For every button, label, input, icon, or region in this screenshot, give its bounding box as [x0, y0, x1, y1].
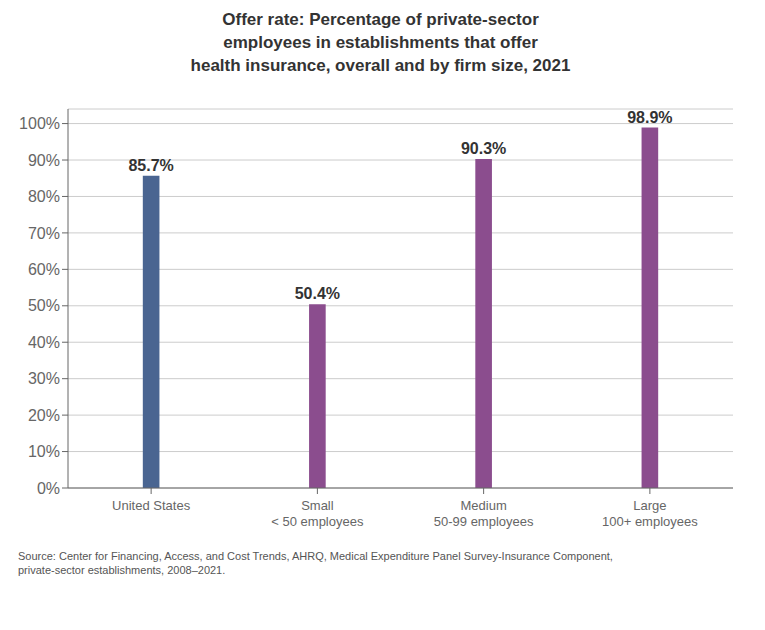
svg-text:60%: 60%	[28, 261, 60, 278]
svg-text:80%: 80%	[28, 188, 60, 205]
svg-text:50%: 50%	[28, 297, 60, 314]
svg-text:90%: 90%	[28, 152, 60, 169]
svg-text:0%: 0%	[37, 480, 60, 497]
svg-text:40%: 40%	[28, 334, 60, 351]
html-text:Source: Center for Financing,: Source: Center for Financing, Access, an…	[18, 550, 613, 576]
svg-text:98.9%: 98.9%	[627, 109, 672, 126]
svg-text:90.3%: 90.3%	[461, 140, 506, 157]
svg-text:Small< 50 employees: Small< 50 employees	[271, 498, 364, 529]
svg-text:United States: United States	[112, 498, 191, 513]
svg-text:Large100+ employees: Large100+ employees	[602, 498, 698, 529]
svg-text:Medium50-99 employees: Medium50-99 employees	[434, 498, 534, 529]
svg-text:50.4%: 50.4%	[295, 285, 340, 302]
svg-text:20%: 20%	[28, 407, 60, 424]
svg-text:10%: 10%	[28, 443, 60, 460]
svg-text:100%: 100%	[19, 115, 60, 132]
svg-text:85.7%: 85.7%	[128, 157, 173, 174]
svg-text:70%: 70%	[28, 225, 60, 242]
html-text:Offer rate: Percentage of priv: Offer rate: Percentage of private-sector…	[190, 10, 571, 75]
svg-text:30%: 30%	[28, 370, 60, 387]
